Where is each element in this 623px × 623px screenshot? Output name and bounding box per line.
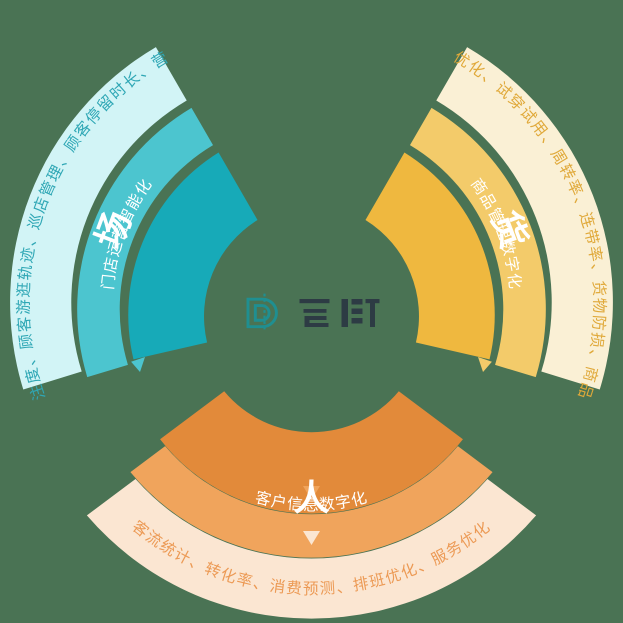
segment-huo-mid-band [409,107,546,378]
segment-ren[interactable]: 人 客户信息数字化 客流统计、转化率、消费预测、排班优化、服务优化 [86,391,537,619]
segment-chang-mid-band [77,107,214,378]
segment-chang[interactable]: 场 门店运营智能化 区域关注度、顾客游逛轨迹、巡店管理、顾客停留时长、营销活动 [0,0,258,402]
segment-huo-outer-band [436,47,613,390]
segment-ren-mid-band [130,446,493,558]
segment-chang-notch [131,357,145,372]
logo-wordmark [299,298,379,327]
segment-chang-outer-band [10,47,187,390]
d-monogram-icon [246,293,278,330]
segment-chang-inner-band [128,152,258,360]
segment-ren-inner-band [160,391,463,514]
segment-ren-outer-band [86,479,537,619]
segment-huo-notch [478,357,492,372]
segment-huo-inner-band [365,152,495,360]
center-logo [242,290,381,334]
segment-ren-title: 人 [293,477,329,518]
segment-ren-notch [303,486,320,500]
segment-ren-notch-outer [303,531,320,545]
